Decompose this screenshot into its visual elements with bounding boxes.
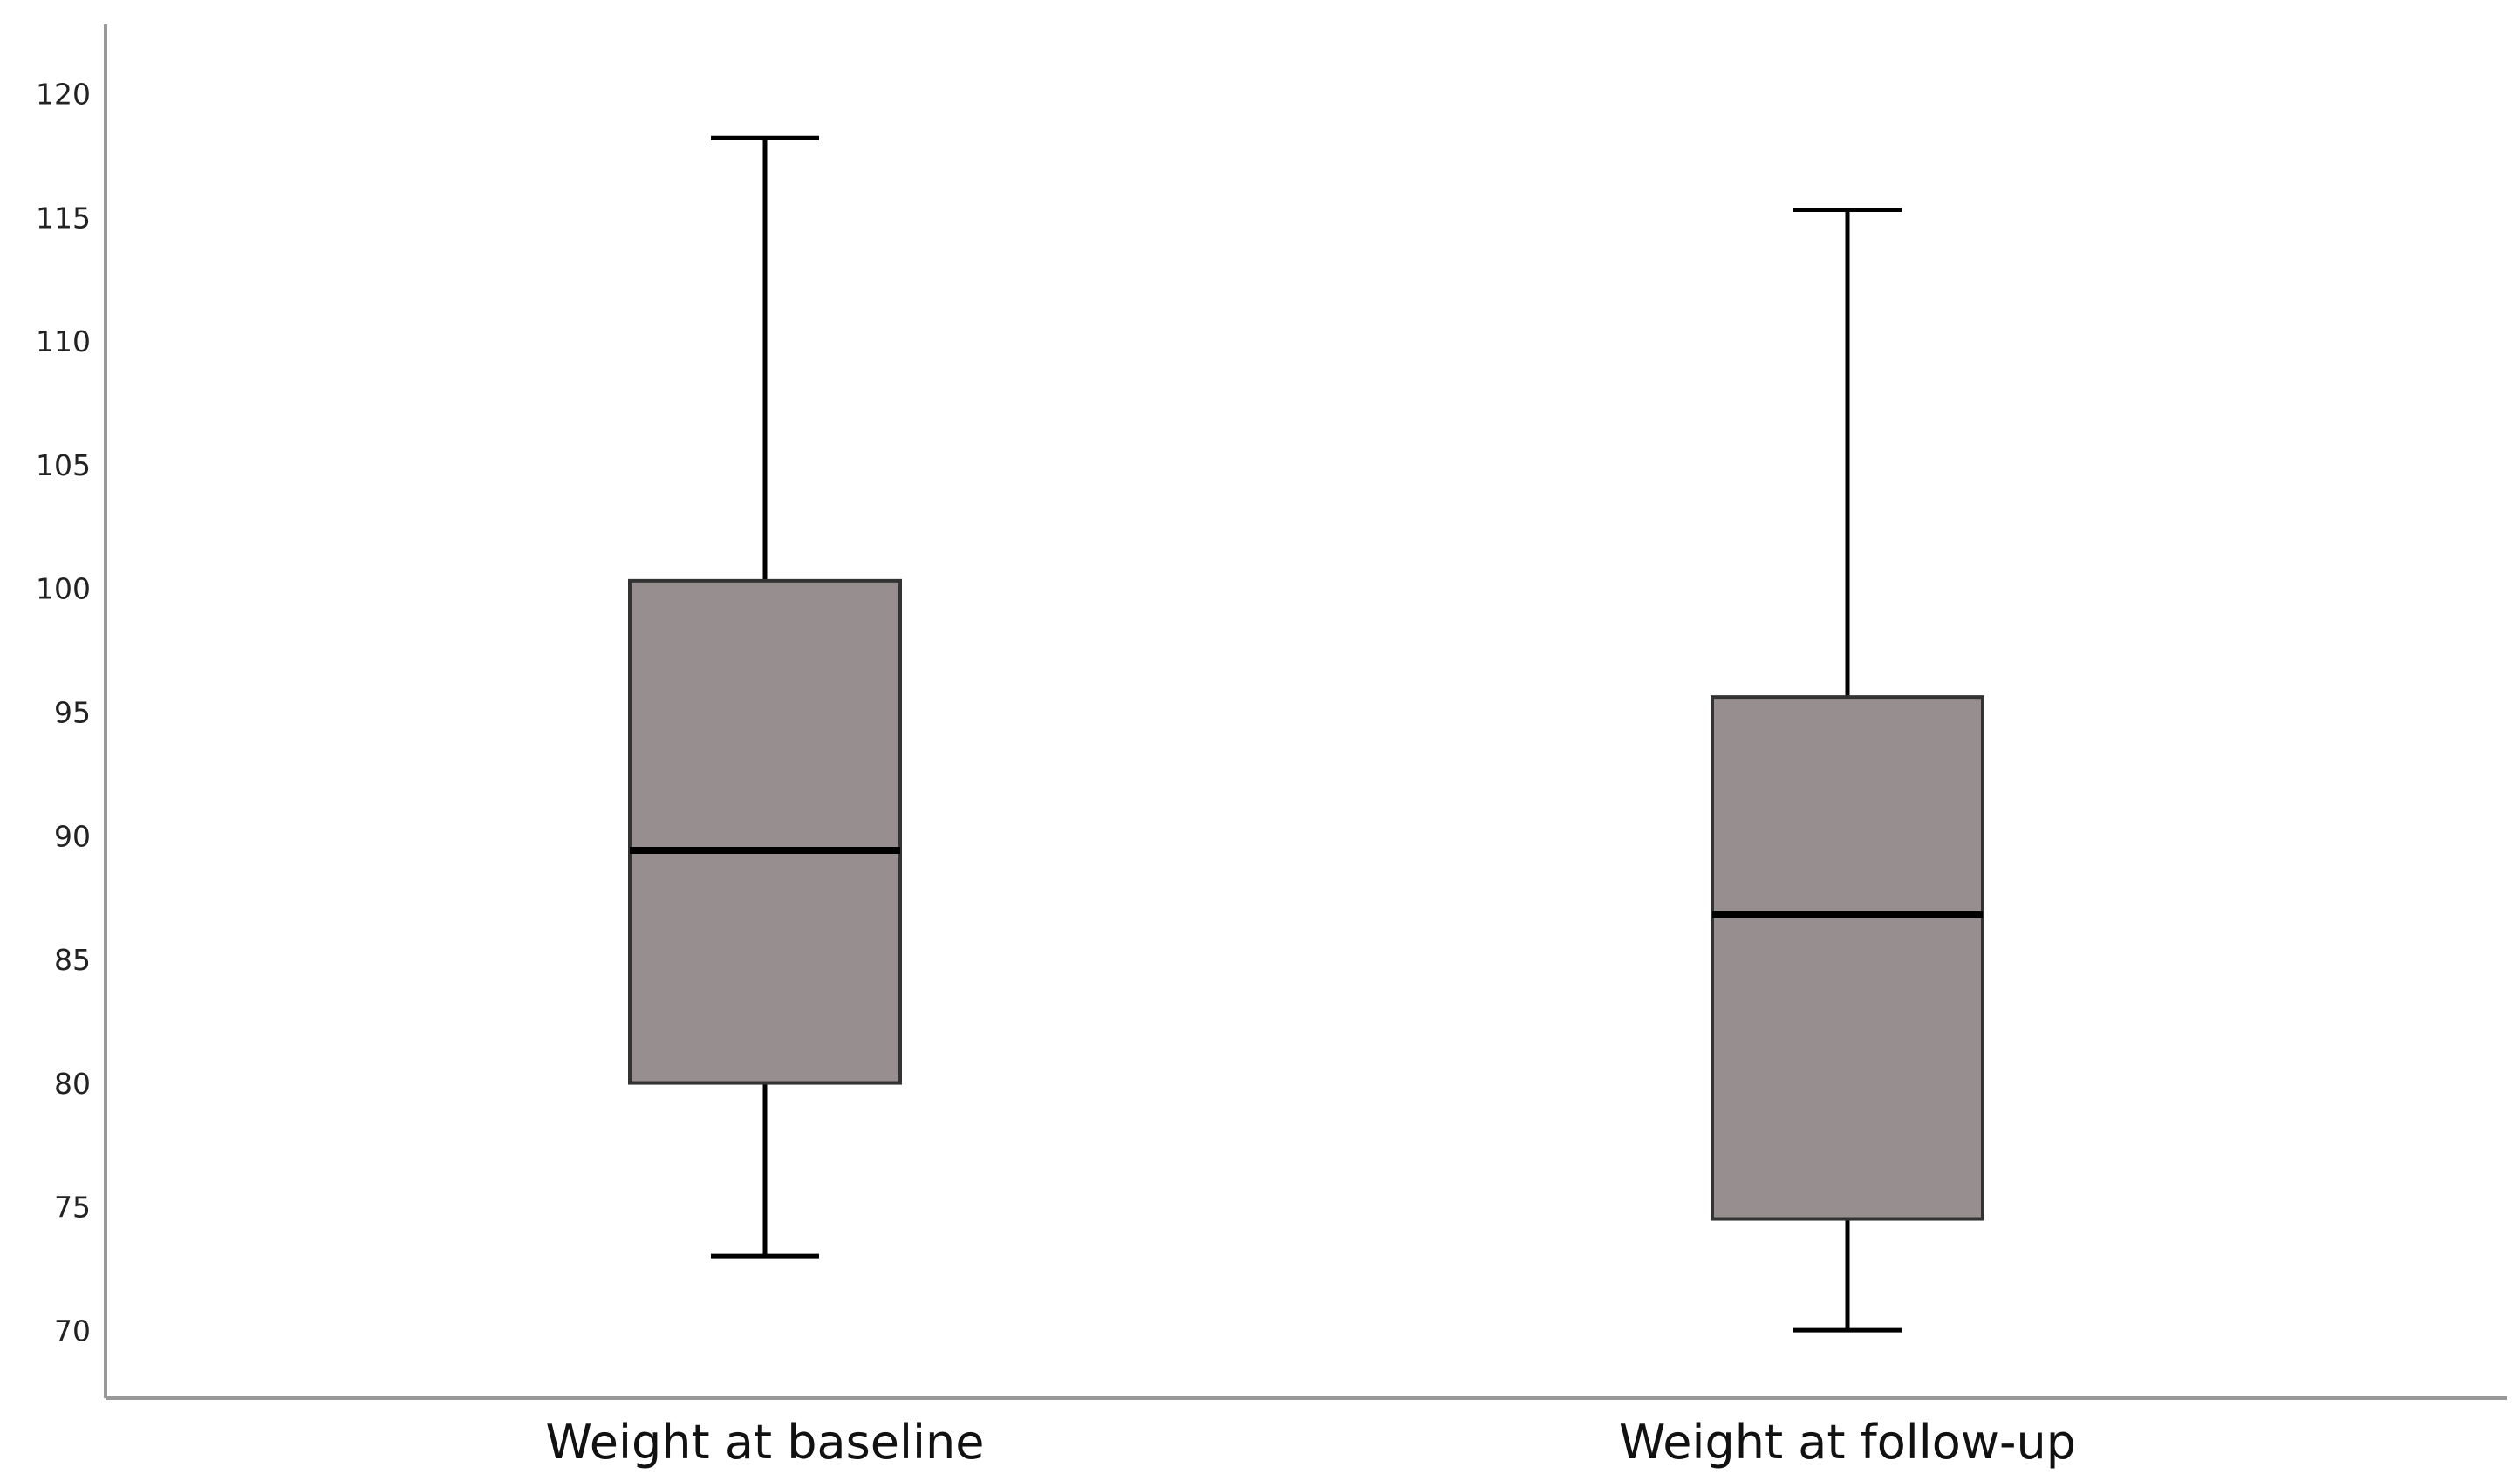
x-axis-labels: Weight at baseline Weight at follow-up	[546, 1415, 2076, 1470]
y-tick-label: 70	[54, 1314, 91, 1348]
iqr-box	[628, 578, 902, 1085]
y-tick-label: 75	[54, 1191, 91, 1225]
y-tick-label: 95	[54, 696, 91, 730]
iqr-box	[1711, 695, 1984, 1221]
y-tick-label: 115	[36, 201, 91, 235]
box-2	[1711, 207, 1984, 1333]
y-tick-label: 110	[36, 324, 91, 358]
box-1	[628, 135, 902, 1259]
y-tick-label: 85	[54, 943, 91, 977]
y-axis-ticks: 70 75 80 85 90 95 100 105 110 115 120	[36, 78, 91, 1348]
x-category-label: Weight at baseline	[546, 1415, 985, 1470]
y-tick-label: 105	[36, 448, 91, 482]
x-category-label: Weight at follow-up	[1619, 1415, 2076, 1470]
y-tick-label: 80	[54, 1067, 91, 1101]
y-tick-label: 90	[54, 819, 91, 853]
boxes	[628, 135, 1984, 1333]
y-tick-label: 100	[36, 572, 91, 606]
y-tick-label: 120	[36, 78, 91, 112]
